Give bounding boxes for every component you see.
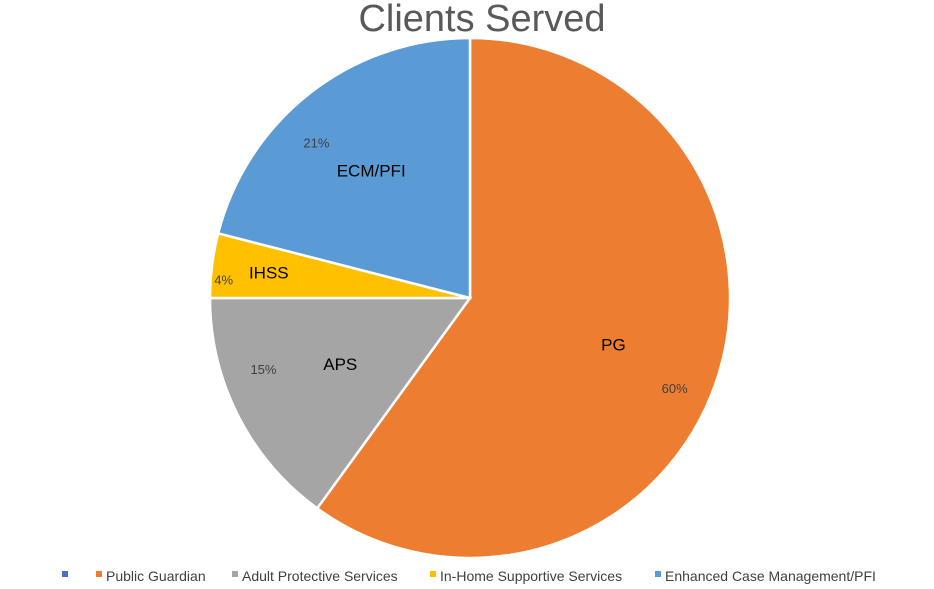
legend: Public Guardian Adult Protective Services… xyxy=(62,568,876,584)
legend-item: Enhanced Case Management/PFI xyxy=(655,568,876,584)
slice-category-label: ECM/PFI xyxy=(337,162,406,181)
legend-item: In-Home Supportive Services xyxy=(430,568,622,584)
legend-item xyxy=(62,571,68,577)
legend-swatch xyxy=(655,571,661,577)
slice-labels: PG 60% APS 15% IHSS 4% ECM/PFI 21% xyxy=(214,136,688,396)
pie-slice-ecm-pfi xyxy=(216,36,472,300)
slice-category-label: APS xyxy=(323,355,357,374)
legend-swatch xyxy=(96,571,102,577)
slice-category-label: PG xyxy=(601,336,626,355)
slice-percent-label: 15% xyxy=(250,362,276,377)
pie-slice-pg xyxy=(315,36,732,560)
legend-swatch xyxy=(232,571,238,577)
legend-label: Public Guardian xyxy=(106,568,206,584)
chart-title: Clients Served xyxy=(358,0,605,40)
legend-swatch xyxy=(62,571,68,577)
pie-slices xyxy=(208,36,732,560)
legend-label: In-Home Supportive Services xyxy=(440,568,622,584)
legend-label: Enhanced Case Management/PFI xyxy=(665,568,876,584)
legend-item: Public Guardian xyxy=(96,568,206,584)
legend-label: Adult Protective Services xyxy=(242,568,398,584)
legend-swatch xyxy=(430,571,436,577)
pie-slice-aps xyxy=(208,296,473,511)
slice-percent-label: 60% xyxy=(662,381,688,396)
slice-percent-label: 21% xyxy=(303,136,329,151)
slice-percent-label: 4% xyxy=(214,272,233,287)
slice-category-label: IHSS xyxy=(249,264,289,283)
legend-item: Adult Protective Services xyxy=(232,568,398,584)
